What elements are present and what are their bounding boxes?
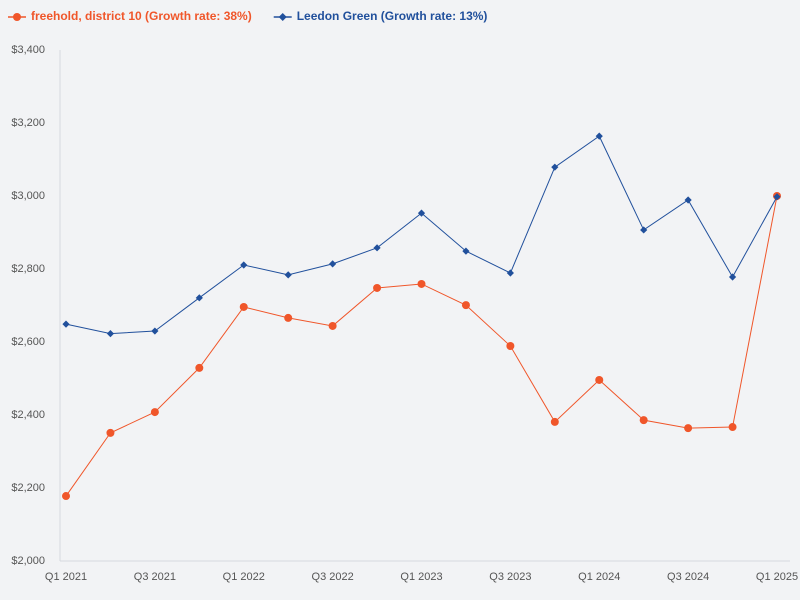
x-tick-label: Q1 2024 (578, 571, 620, 583)
data-point (239, 302, 248, 311)
data-point (640, 226, 648, 234)
x-tick-label: Q3 2022 (312, 571, 354, 583)
y-tick-label: $3,200 (11, 117, 45, 129)
x-tick-label: Q3 2021 (134, 571, 176, 583)
x-tick-label: Q3 2024 (667, 571, 709, 583)
data-point (151, 327, 159, 335)
legend-label: freehold, district 10 (Growth rate: 38%) (31, 9, 252, 23)
x-tick-label: Q3 2023 (489, 571, 531, 583)
series-line (65, 195, 778, 497)
data-point (329, 260, 337, 268)
data-point (639, 416, 648, 425)
data-point (551, 163, 559, 171)
legend-marker (278, 13, 287, 21)
data-point (195, 363, 204, 372)
data-point (550, 417, 559, 426)
data-point (595, 375, 604, 384)
data-point (150, 408, 159, 417)
data-point (62, 320, 70, 328)
series-line (65, 135, 778, 335)
x-tick-label: Q1 2023 (400, 571, 442, 583)
data-point (462, 247, 470, 255)
data-point (506, 342, 515, 351)
x-tick-label: Q1 2025 (756, 571, 798, 583)
data-point (373, 244, 381, 252)
data-point (106, 330, 115, 338)
data-point (506, 269, 514, 277)
data-point (728, 273, 737, 281)
x-tick-label: Q1 2021 (45, 571, 87, 583)
data-point (684, 196, 692, 204)
data-point (106, 428, 115, 437)
data-point (328, 321, 337, 330)
data-point (773, 193, 781, 201)
y-tick-label: $2,000 (11, 555, 45, 567)
legend-marker (13, 13, 21, 21)
data-point (417, 209, 426, 217)
data-point (284, 271, 292, 279)
y-tick-label: $3,400 (11, 44, 45, 56)
data-point (595, 132, 603, 140)
y-tick-label: $2,800 (11, 263, 45, 275)
data-point (461, 301, 470, 310)
legend-label: Leedon Green (Growth rate: 13%) (297, 9, 488, 23)
y-tick-label: $3,000 (11, 190, 45, 202)
data-point (684, 424, 693, 433)
data-point (284, 313, 293, 322)
data-point (62, 492, 70, 501)
data-point (728, 423, 737, 432)
y-tick-label: $2,600 (11, 336, 45, 348)
data-point (417, 279, 426, 288)
x-tick-label: Q1 2022 (223, 571, 265, 583)
data-point (195, 294, 203, 302)
data-point (240, 261, 248, 269)
data-point (373, 283, 382, 292)
y-tick-label: $2,200 (11, 482, 45, 494)
y-tick-label: $2,400 (11, 409, 45, 421)
